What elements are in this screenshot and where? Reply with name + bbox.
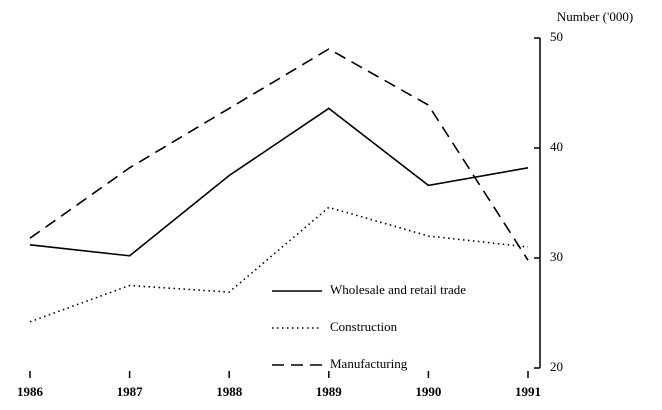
y-tick-label: 20: [550, 359, 563, 374]
series-line: [29, 107, 529, 257]
legend-label: Construction: [330, 319, 398, 334]
y-tick-label: 30: [550, 249, 563, 264]
x-tick-label: 1990: [415, 384, 441, 399]
y-tick-label: 40: [550, 139, 563, 154]
x-tick-label: 1989: [316, 384, 343, 399]
legend-label: Wholesale and retail trade: [330, 282, 466, 297]
series-line: [29, 206, 529, 323]
y-axis-label: Number ('000): [557, 9, 633, 24]
x-tick-label: 1988: [216, 384, 243, 399]
y-tick-label: 50: [550, 29, 563, 44]
series-line: [29, 48, 529, 261]
x-tick-label: 1991: [515, 384, 541, 399]
legend-label: Manufacturing: [330, 356, 408, 371]
x-tick-label: 1986: [17, 384, 44, 399]
x-tick-label: 1987: [117, 384, 144, 399]
